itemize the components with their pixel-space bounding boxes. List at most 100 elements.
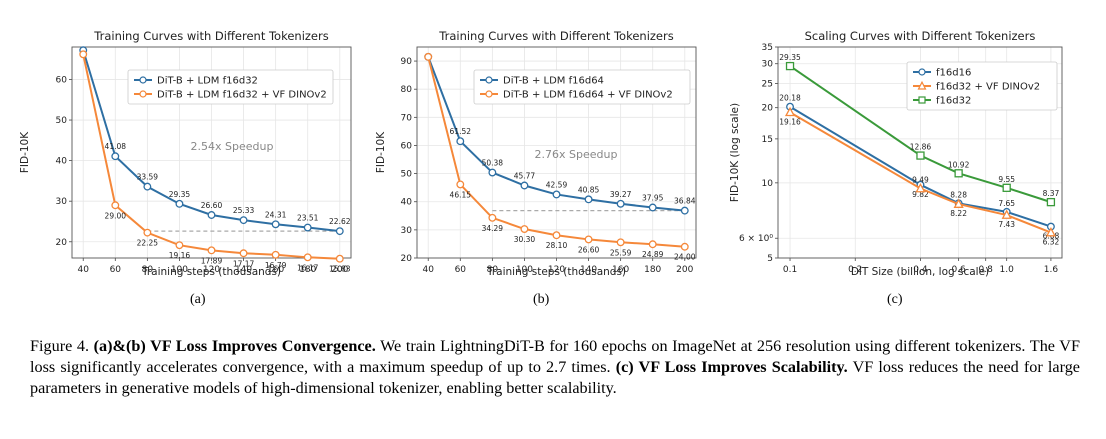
- data-label: 61.52: [450, 127, 472, 136]
- y-tick-label: 10: [762, 179, 774, 189]
- y-tick-label: 60: [401, 141, 413, 151]
- legend-marker: [917, 80, 927, 90]
- x-tick-label: 80: [487, 265, 499, 275]
- sublabel-c: (c): [887, 292, 903, 307]
- x-tick-label: 200: [331, 265, 348, 275]
- legend-label: DiT-B + LDM f16d32 + VF DINOv2: [157, 90, 327, 101]
- data-point: [784, 106, 796, 117]
- x-tick-label: 180: [299, 265, 316, 275]
- x-tick-label: 0.2: [848, 265, 862, 275]
- data-point: [456, 137, 465, 146]
- data-point: [207, 246, 216, 255]
- data-label: 20.18: [779, 94, 801, 103]
- data-label: 17.17: [233, 259, 255, 268]
- x-axis-label: Training steps (thousands): [141, 266, 281, 278]
- legend-box: [906, 61, 1058, 111]
- data-point: [488, 213, 497, 222]
- data-point: [616, 238, 625, 247]
- x-tick-label: 60: [455, 265, 467, 275]
- legend-marker: [139, 90, 147, 98]
- data-label: 8.37: [1043, 189, 1060, 198]
- speedup-annotation: 2.76x Speedup: [535, 148, 618, 161]
- y-tick-label: 30: [762, 60, 774, 70]
- x-tick-label: 0.4: [913, 265, 928, 275]
- data-point: [1001, 209, 1012, 219]
- data-label: 19.16: [779, 117, 801, 126]
- chart-panel-a: 40 60 80 100 120 140 160 180 200 20 30 40 50 60 Traini…: [19, 29, 352, 278]
- x-tick-label: 80: [142, 265, 154, 275]
- data-point: [175, 241, 184, 250]
- legend-label: DiT-B + LDM f16d64: [503, 76, 604, 87]
- data-point: [143, 228, 152, 237]
- data-point: [456, 180, 465, 189]
- data-point: [271, 220, 280, 229]
- data-point: [111, 201, 120, 210]
- data-label: 15.83: [329, 265, 351, 274]
- chart-panel-c: 0.1 0.2 0.4 0.6 0.8 1.0 1.6 5 6 × 10⁰ 10 15 20 25 30 3…: [729, 29, 1063, 278]
- x-tick-label: 1.0: [1000, 265, 1015, 275]
- data-label: 37.95: [642, 194, 664, 203]
- plot-frame: [777, 46, 1063, 259]
- caption-text-ab: We train LightningDiT-B for 160 epochs o…: [30, 337, 1080, 376]
- data-label: 9.49: [912, 176, 929, 185]
- legend-label: f16d32: [936, 96, 971, 107]
- y-tick-label: 90: [401, 57, 413, 67]
- data-label: 22.25: [137, 239, 159, 248]
- y-tick-label: 20: [56, 238, 68, 248]
- data-point: [916, 151, 925, 160]
- x-axis-label: Training steps (thousands): [486, 266, 626, 278]
- data-label: 8.28: [950, 190, 967, 199]
- data-label: 9.82: [912, 190, 929, 199]
- chart-title: Training Curves with Different Tokenizer…: [438, 29, 673, 43]
- caption-bold-ab: (a)&(b) VF Loss Improves Convergence.: [93, 337, 376, 355]
- x-tick-label: 0.8: [979, 265, 994, 275]
- y-tick-label: 80: [401, 85, 413, 95]
- data-label: 9.55: [998, 175, 1015, 184]
- y-tick-label: 50: [56, 116, 68, 126]
- data-point: [271, 250, 280, 259]
- y-tick-label: 40: [401, 198, 413, 208]
- data-point: [111, 152, 120, 161]
- x-tick-label: 200: [676, 265, 693, 275]
- y-tick-label: 30: [56, 197, 68, 207]
- y-tick-label: 50: [401, 170, 413, 180]
- legend-label: f16d16: [936, 68, 971, 79]
- data-label: 24.31: [265, 210, 287, 219]
- x-axis-label: DiT Size (billion, log scale): [851, 266, 989, 278]
- data-point: [785, 61, 795, 71]
- x-tick-label: 0.6: [951, 265, 966, 275]
- x-tick-label: 120: [548, 265, 565, 275]
- data-point: [915, 182, 926, 193]
- data-label: 16.17: [297, 263, 319, 272]
- data-label: 45.77: [514, 172, 536, 181]
- data-label: 33.59: [137, 173, 159, 182]
- legend-marker: [485, 76, 493, 84]
- y-tick-label: 25: [762, 79, 773, 89]
- y-axis-label: FID-10K (log scale): [729, 103, 741, 202]
- x-tick-label: 160: [267, 265, 284, 275]
- data-label: 7.43: [998, 220, 1015, 229]
- data-point: [552, 231, 561, 240]
- x-tick-label: 60: [110, 265, 122, 275]
- legend-marker: [485, 90, 493, 98]
- data-label: 7.65: [998, 199, 1015, 208]
- x-tick-label: 0.1: [783, 265, 797, 275]
- legend-marker: [918, 68, 926, 76]
- data-point: [239, 249, 248, 258]
- data-label: 24.89: [642, 250, 664, 259]
- sublabel-a: (a): [190, 292, 206, 307]
- speedup-annotation: 2.54x Speedup: [191, 140, 274, 153]
- data-point: [488, 168, 497, 177]
- data-label: 12.86: [910, 143, 932, 152]
- x-tick-label: 40: [422, 265, 434, 275]
- y-tick-label: 40: [56, 157, 68, 167]
- data-label: 50.38: [482, 159, 504, 168]
- data-label: 25.33: [233, 206, 255, 215]
- data-label: 17.89: [201, 256, 223, 265]
- x-tick-label: 180: [644, 265, 661, 275]
- y-tick-label: 15: [762, 135, 773, 145]
- data-point: [648, 203, 657, 212]
- chart-svg-0: 40 60 80 100 120 140 160 180 200 20 30 40 50 60 Traini…: [19, 29, 352, 278]
- data-point: [303, 223, 312, 232]
- data-label: 36.84: [674, 197, 696, 206]
